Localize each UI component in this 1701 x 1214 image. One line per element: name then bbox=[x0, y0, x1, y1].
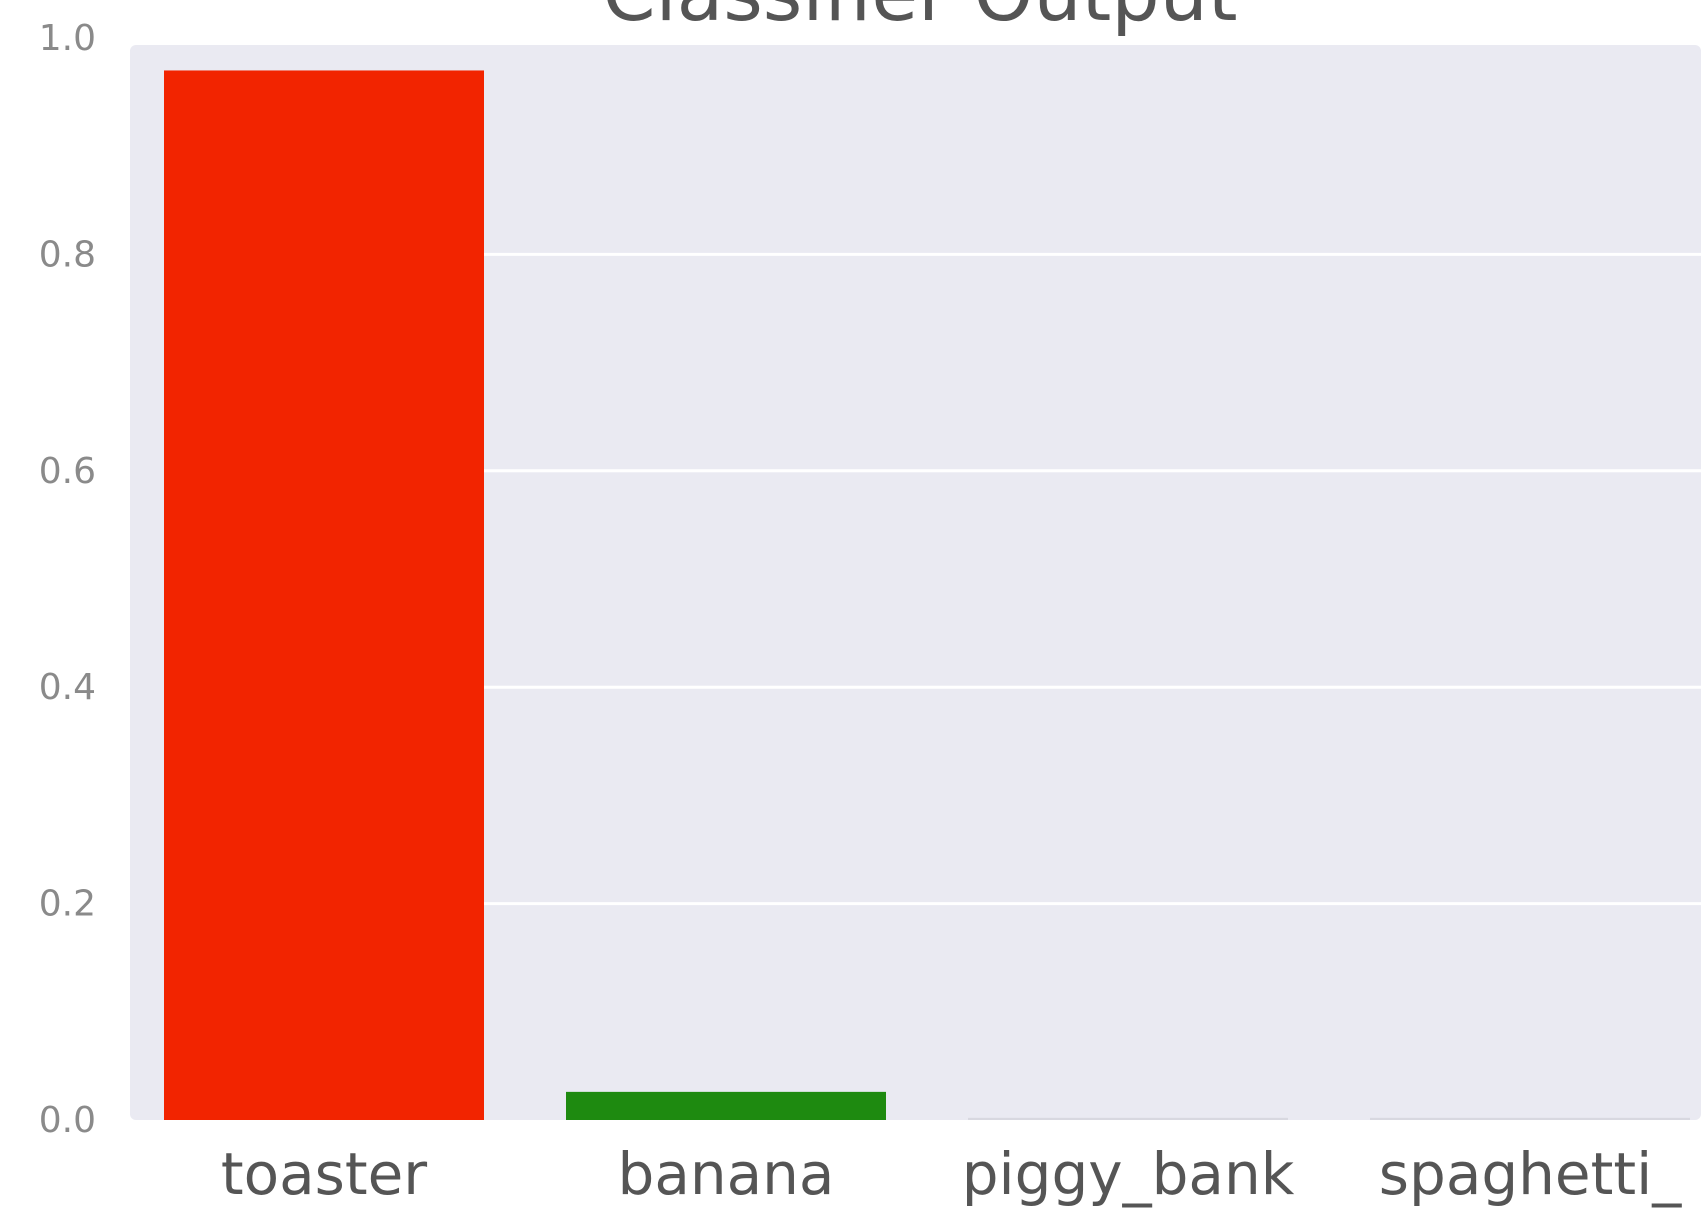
y-tick-labels: 0.0 0.2 0.4 0.6 0.8 1.0 bbox=[39, 18, 96, 1141]
y-tick-label: 0.0 bbox=[39, 1100, 96, 1141]
x-tick-label: banana bbox=[618, 1140, 835, 1208]
y-tick-label: 0.8 bbox=[39, 234, 96, 275]
y-tick-label: 0.6 bbox=[39, 451, 96, 492]
chart-title: Classifier Output bbox=[602, 0, 1237, 38]
y-tick-label: 0.4 bbox=[39, 667, 96, 708]
x-tick-label: spaghetti_ bbox=[1379, 1140, 1682, 1208]
x-tick-label: piggy_bank bbox=[962, 1140, 1295, 1208]
x-tick-labels: toaster banana piggy_bank spaghetti_ bbox=[221, 1140, 1682, 1208]
bars bbox=[164, 70, 1690, 1121]
plot-background bbox=[130, 45, 1701, 1120]
bar-spaghetti bbox=[1370, 1117, 1690, 1120]
x-tick-label: toaster bbox=[221, 1140, 427, 1208]
y-tick-label: 0.2 bbox=[39, 884, 96, 925]
gridlines bbox=[480, 252, 1701, 906]
bar-toaster bbox=[164, 70, 484, 1121]
bar-piggy-bank bbox=[968, 1117, 1288, 1120]
bar-banana bbox=[566, 1091, 886, 1120]
y-tick-label: 1.0 bbox=[39, 18, 96, 59]
